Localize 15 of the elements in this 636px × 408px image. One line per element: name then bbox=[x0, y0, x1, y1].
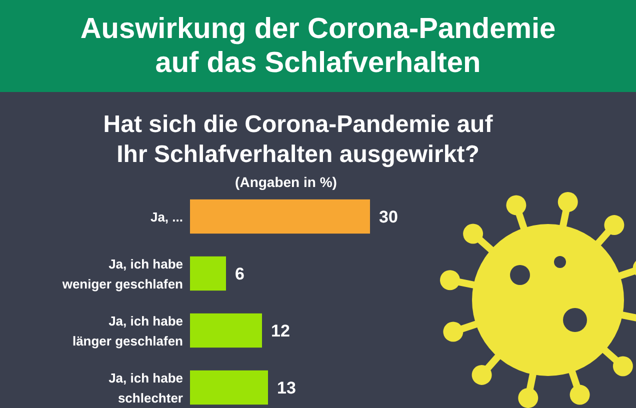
bar bbox=[190, 256, 226, 291]
data-label: 6 bbox=[235, 264, 244, 284]
y-tick-label: Ja, ich habe weniger geschlafen bbox=[61, 256, 184, 292]
chart-title: Auswirkung der Corona-Pandemie auf das Schlafverhalten bbox=[80, 13, 556, 79]
bar bbox=[190, 199, 370, 234]
data-label: 30 bbox=[379, 208, 398, 226]
y-tick-label: Ja, ich habe länger geschlafen bbox=[72, 314, 184, 348]
chart-subtitle: Hat sich die Corona-Pandemie auf Ihr Schlafverhalten ausgewirkt? bbox=[103, 111, 494, 168]
data-label: 12 bbox=[271, 322, 290, 340]
y-tick-label: Ja, ... bbox=[150, 210, 183, 224]
annotation: (Angaben in %) bbox=[235, 174, 337, 190]
data-label: 13 bbox=[277, 378, 296, 398]
bar bbox=[190, 370, 268, 405]
y-tick-label: Ja, ich habe schlechter bbox=[108, 370, 183, 406]
bar bbox=[190, 313, 262, 348]
